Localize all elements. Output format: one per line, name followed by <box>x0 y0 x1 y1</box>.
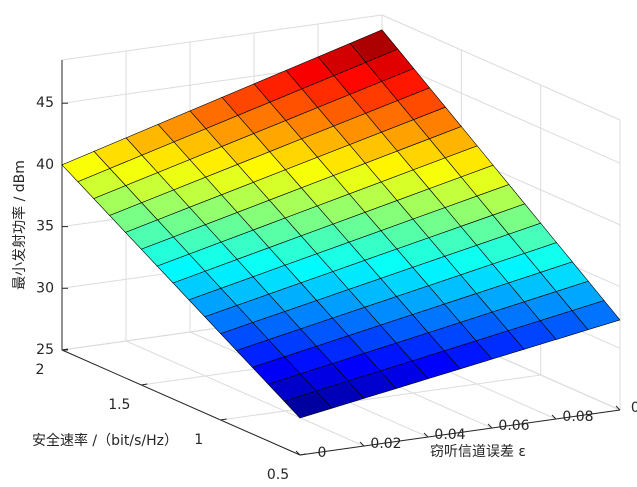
y-axis-label: 安全速率 /（bit/s/Hz） <box>32 432 178 449</box>
grid-line <box>381 57 621 164</box>
surface-cell <box>283 390 333 419</box>
grid-line <box>220 374 541 421</box>
x-tick-label: 0.06 <box>498 418 529 434</box>
y-tick-label: 1 <box>194 432 203 448</box>
z-tick-label: 45 <box>36 95 54 111</box>
z-tick-label: 35 <box>36 219 54 235</box>
x-tick-label: 0.1 <box>631 400 637 416</box>
y-tick <box>61 348 69 351</box>
box-edge <box>381 14 621 121</box>
x-axis <box>299 409 621 456</box>
y-tick-label: 0.5 <box>267 467 289 483</box>
y-tick <box>299 453 307 456</box>
y-tick <box>220 418 227 421</box>
x-axis-label: 窃听信道误差 ε <box>430 444 526 460</box>
x-tick <box>551 414 557 420</box>
x-tick <box>359 441 365 447</box>
y-tick <box>141 383 148 386</box>
z-axis-label: 最小发射功率 / dBm <box>11 160 28 290</box>
x-tick <box>423 432 429 438</box>
x-tick-label: 0.08 <box>562 409 593 425</box>
x-tick-label: 0 <box>318 445 327 461</box>
box-edge <box>61 14 383 61</box>
x-tick <box>295 450 301 456</box>
grid-line <box>125 340 365 447</box>
x-tick <box>615 405 621 411</box>
x-tick-label: 0.02 <box>370 436 401 452</box>
x-tick-label: 0.04 <box>434 427 465 443</box>
z-tick-label: 30 <box>36 280 54 296</box>
y-tick-label: 2 <box>36 362 45 378</box>
y-axis <box>61 349 301 456</box>
z-tick-label: 25 <box>36 342 54 358</box>
x-tick <box>487 423 493 429</box>
y-tick-label: 1.5 <box>108 397 130 413</box>
z-tick-label: 40 <box>36 157 54 173</box>
